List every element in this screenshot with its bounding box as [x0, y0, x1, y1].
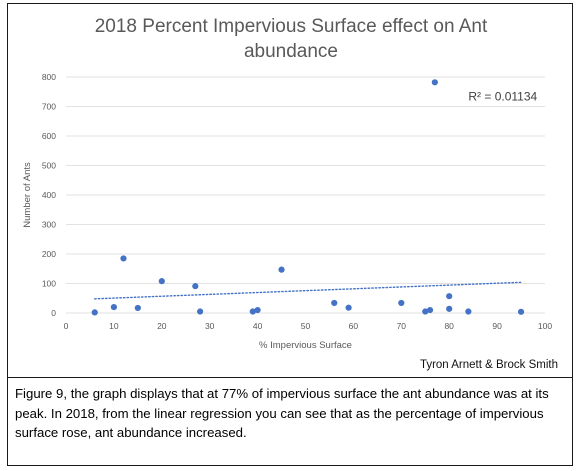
figure-caption: Figure 9, the graph displays that at 77%…	[8, 377, 572, 465]
data-point	[158, 278, 165, 285]
data-point	[91, 309, 98, 316]
chart-title: 2018 Percent Impervious Surface effect o…	[94, 16, 488, 62]
y-tick-label: 800	[42, 72, 56, 82]
data-point	[517, 308, 525, 315]
x-axis-title: % Impervious Surface	[259, 340, 352, 351]
data-point	[398, 299, 405, 307]
y-tick-label: 700	[42, 102, 56, 112]
x-tick-label: 50	[301, 321, 311, 331]
y-tick-label: 0	[51, 308, 56, 318]
y-tick-label: 200	[42, 249, 56, 259]
x-tick-label: 80	[444, 321, 454, 331]
x-tick-label: 0	[64, 321, 69, 331]
data-point	[422, 308, 429, 315]
y-tick-label: 300	[42, 220, 56, 230]
data-point	[446, 305, 453, 312]
y-tick-label: 500	[42, 161, 56, 171]
data-point	[278, 266, 285, 273]
figure-frame: 0 100 200 300 400 500 600 700 800 0 10 20 30 40 50 60 70…	[7, 3, 573, 466]
x-tick-label: 60	[349, 321, 359, 331]
chart-area: 0 100 200 300 400 500 600 700 800 0 10 20 30 40 50 60 70…	[8, 4, 574, 376]
data-point	[134, 304, 141, 312]
x-tick-label: 90	[492, 321, 502, 331]
y-tick-label: 600	[42, 131, 56, 141]
y-tick-label: 100	[42, 279, 56, 289]
data-point	[446, 293, 453, 300]
y-axis-title: Number of Ants	[22, 162, 33, 228]
author-credit: Tyron Arnett & Brock Smith	[419, 359, 558, 371]
data-point	[197, 308, 204, 315]
data-point	[110, 304, 117, 311]
x-tick-label: 100	[538, 321, 552, 331]
data-point	[192, 283, 199, 290]
data-point	[331, 299, 338, 307]
r-squared-label: R² = 0.01134	[468, 90, 537, 104]
data-point	[431, 79, 438, 86]
x-tick-label: 20	[157, 321, 167, 331]
x-tick-label: 10	[109, 321, 119, 331]
x-tick-label: 40	[253, 321, 263, 331]
data-point	[249, 308, 256, 315]
data-point	[465, 308, 472, 315]
data-point	[120, 255, 127, 262]
data-point	[426, 306, 434, 314]
data-point	[254, 306, 261, 314]
x-tick-label: 30	[205, 321, 215, 331]
trendline	[94, 281, 522, 300]
x-tick-label: 70	[397, 321, 407, 331]
y-tick-label: 400	[42, 190, 56, 200]
data-point	[345, 304, 352, 311]
scatter-chart: 0 100 200 300 400 500 600 700 800 0 10 20 30 40 50 60 70…	[22, 72, 552, 351]
